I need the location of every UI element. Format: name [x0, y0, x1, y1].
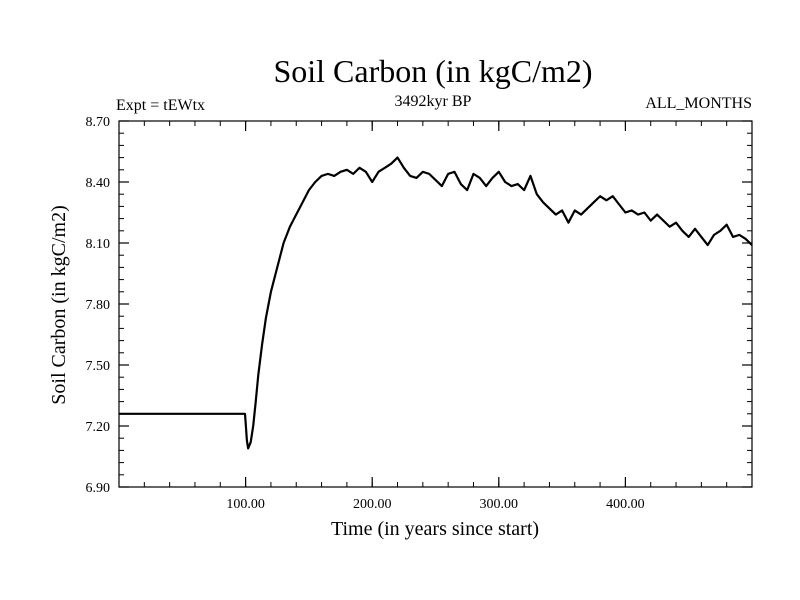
x-axis-label: Time (in years since start)	[331, 518, 539, 540]
x-tick-label: 300.00	[480, 497, 519, 512]
plot-frame	[118, 120, 753, 488]
y-tick-label: 8.10	[86, 237, 111, 252]
x-minor-ticks	[118, 121, 753, 487]
x-tick-label: 400.00	[606, 497, 645, 512]
chart-title: Soil Carbon (in kgC/m2)	[273, 53, 592, 89]
y-tick-label: 6.90	[86, 481, 111, 496]
y-tick-label: 7.50	[86, 359, 111, 374]
x-tick-label: 200.00	[353, 497, 392, 512]
y-tick-labels: 6.90 7.20 7.50 7.80 8.10 8.40 8.70	[86, 115, 111, 496]
y-major-ticks	[119, 120, 752, 488]
subtitle-period: 3492kyr BP	[395, 93, 472, 110]
x-major-ticks	[245, 121, 627, 487]
subtitle-months: ALL_MONTHS	[645, 95, 752, 112]
y-tick-label: 8.70	[86, 115, 111, 130]
y-axis-label: Soil Carbon (in kgC/m2)	[48, 205, 70, 404]
y-tick-label: 7.80	[86, 298, 111, 313]
x-tick-label: 100.00	[226, 497, 265, 512]
y-tick-label: 8.40	[86, 176, 111, 191]
x-tick-labels: 100.00 200.00 300.00 400.00	[226, 497, 644, 512]
y-tick-label: 7.20	[86, 420, 111, 435]
subtitle-experiment: Expt = tEWtx	[116, 97, 205, 114]
series-layer	[119, 156, 753, 450]
y-minor-ticks	[119, 120, 752, 488]
series-line-soil-carbon	[119, 156, 753, 450]
